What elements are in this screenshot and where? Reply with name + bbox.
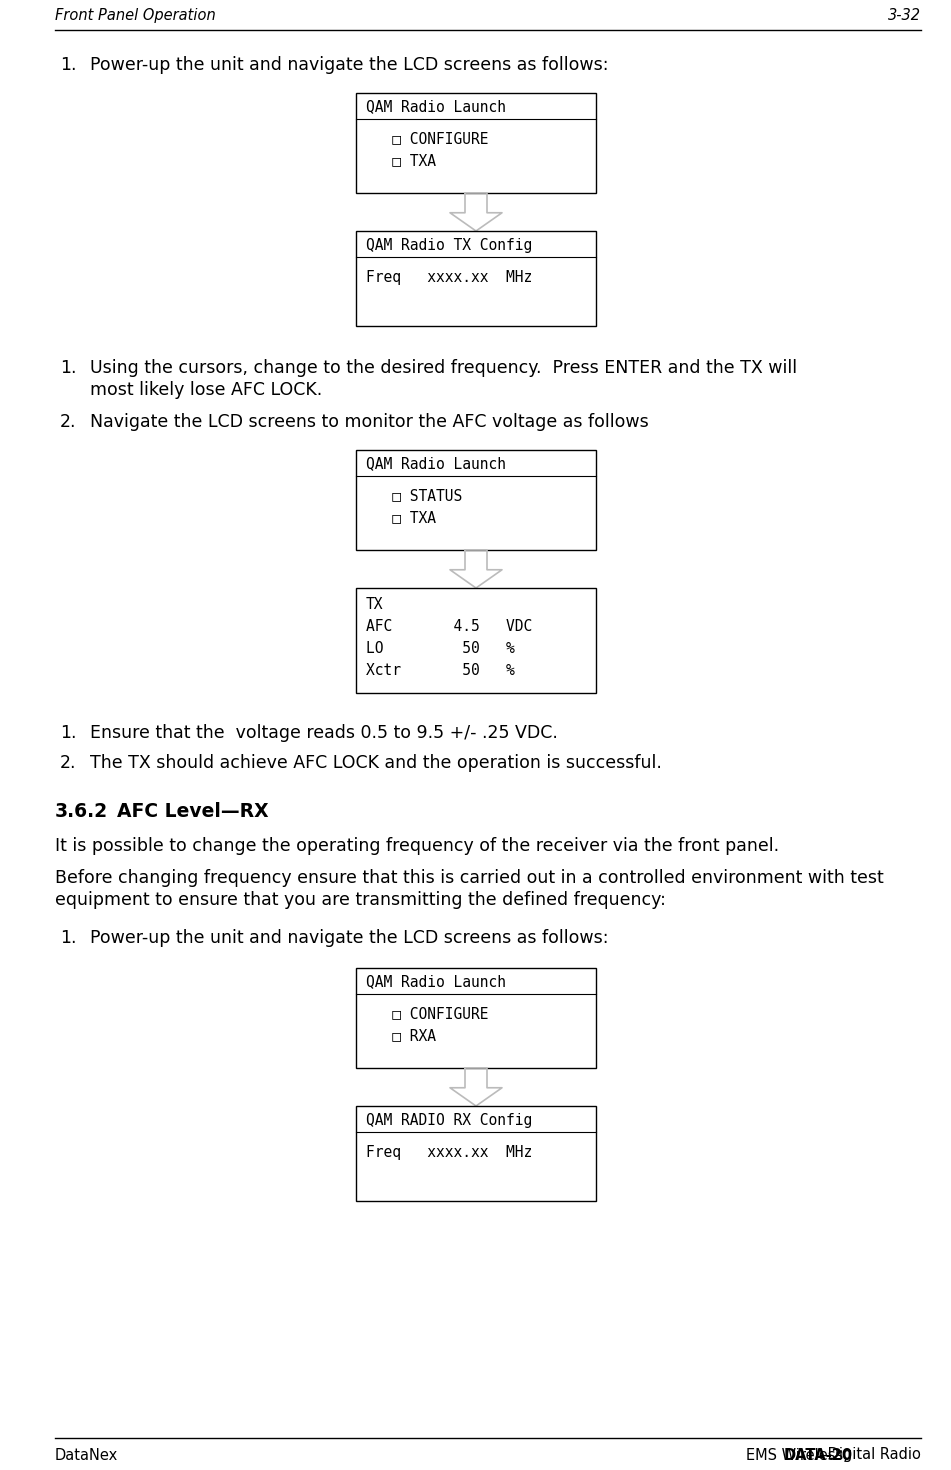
Text: Front Panel Operation: Front Panel Operation — [55, 7, 216, 22]
Text: Navigate the LCD screens to monitor the AFC voltage as follows: Navigate the LCD screens to monitor the … — [90, 413, 649, 431]
Text: 3-32: 3-32 — [888, 7, 921, 22]
Text: □ TXA: □ TXA — [366, 510, 436, 525]
Bar — [356, 231, 596, 326]
Bar — [356, 969, 596, 1069]
Text: 3.6.2: 3.6.2 — [55, 801, 108, 820]
Text: The TX should achieve AFC LOCK and the operation is successful.: The TX should achieve AFC LOCK and the o… — [90, 754, 662, 772]
Text: QAM Radio Launch: QAM Radio Launch — [366, 975, 506, 989]
Bar — [356, 588, 596, 692]
Text: QAM Radio Launch: QAM Radio Launch — [366, 457, 506, 472]
Text: equipment to ensure that you are transmitting the defined frequency:: equipment to ensure that you are transmi… — [55, 891, 666, 908]
Text: □ TXA: □ TXA — [366, 153, 436, 169]
Bar — [356, 1105, 596, 1201]
Text: Freq   xxxx.xx  MHz: Freq xxxx.xx MHz — [366, 269, 533, 285]
Text: □ CONFIGURE: □ CONFIGURE — [366, 131, 489, 147]
Text: Using the cursors, change to the desired frequency.  Press ENTER and the TX will: Using the cursors, change to the desired… — [90, 359, 797, 376]
Text: □ STATUS: □ STATUS — [366, 488, 462, 504]
Text: DATA-20: DATA-20 — [784, 1448, 853, 1463]
Text: 1.: 1. — [60, 929, 76, 947]
Text: Xctr       50   %: Xctr 50 % — [366, 663, 514, 678]
Text: Freq   xxxx.xx  MHz: Freq xxxx.xx MHz — [366, 1145, 533, 1160]
Bar — [356, 450, 596, 550]
Text: □ RXA: □ RXA — [366, 1029, 436, 1044]
Text: 2.: 2. — [60, 754, 76, 772]
Text: 2.: 2. — [60, 413, 76, 431]
Text: TX: TX — [366, 597, 383, 612]
Text: 1.: 1. — [60, 725, 76, 742]
Text: Power-up the unit and navigate the LCD screens as follows:: Power-up the unit and navigate the LCD s… — [90, 929, 609, 947]
Bar — [356, 93, 596, 193]
Text: □ CONFIGURE: □ CONFIGURE — [366, 1007, 489, 1022]
Text: 1.: 1. — [60, 359, 76, 376]
Text: QAM RADIO RX Config: QAM RADIO RX Config — [366, 1113, 533, 1127]
Text: QAM Radio Launch: QAM Radio Launch — [366, 100, 506, 115]
Text: DataNex: DataNex — [55, 1448, 118, 1463]
Text: Digital Radio: Digital Radio — [824, 1448, 921, 1463]
Text: AFC       4.5   VDC: AFC 4.5 VDC — [366, 619, 533, 634]
Text: LO         50   %: LO 50 % — [366, 641, 514, 656]
Text: QAM Radio TX Config: QAM Radio TX Config — [366, 238, 533, 253]
Text: Ensure that the  voltage reads 0.5 to 9.5 +/- .25 VDC.: Ensure that the voltage reads 0.5 to 9.5… — [90, 725, 558, 742]
Text: It is possible to change the operating frequency of the receiver via the front p: It is possible to change the operating f… — [55, 836, 779, 856]
Text: Power-up the unit and navigate the LCD screens as follows:: Power-up the unit and navigate the LCD s… — [90, 56, 609, 74]
Text: Before changing frequency ensure that this is carried out in a controlled enviro: Before changing frequency ensure that th… — [55, 869, 883, 886]
Text: most likely lose AFC LOCK.: most likely lose AFC LOCK. — [90, 381, 322, 398]
Text: AFC Level—RX: AFC Level—RX — [117, 801, 268, 820]
Text: 1.: 1. — [60, 56, 76, 74]
Text: EMS Wireless,: EMS Wireless, — [747, 1448, 853, 1463]
